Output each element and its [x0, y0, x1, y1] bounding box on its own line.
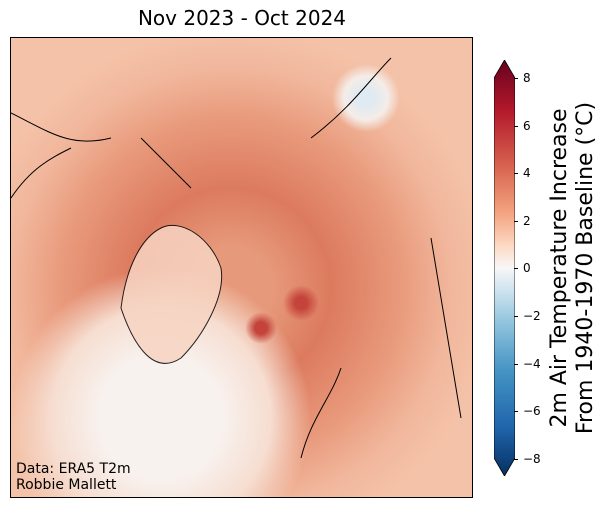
colorbar-tick: −2: [514, 309, 541, 323]
coastlines: [11, 57, 462, 459]
colorbar-tick: 4: [514, 166, 531, 181]
colorbar-tick: −8: [514, 451, 541, 466]
colorbar-label-line2: From 1940-1970 Baseline (°C): [573, 101, 598, 435]
colorbar-gradient: [494, 60, 515, 476]
colorbar-label-line1: 2m Air Temperature Increase: [547, 108, 572, 428]
arctic-temperature-anomaly-map: Data: ERA5 T2m Robbie Mallett: [10, 37, 473, 498]
credit-source: Data: ERA5 T2m: [16, 461, 131, 477]
credit-author: Robbie Mallett: [16, 477, 117, 493]
colorbar-tick-label: −4: [523, 356, 541, 371]
colorbar-tick-label: 8: [523, 71, 531, 85]
colorbar-tick: 2: [514, 213, 531, 228]
colorbar-tick-label: −2: [523, 309, 541, 323]
colorbar-tick: −4: [514, 356, 541, 371]
colorbar-tick-label: 4: [523, 166, 531, 181]
colorbar-tick-label: −6: [523, 404, 541, 419]
colorbar-tick: −6: [514, 404, 541, 419]
colorbar-tick: 0: [514, 261, 531, 276]
colorbar-tick-label: −8: [523, 451, 541, 466]
colorbar: [494, 60, 515, 476]
data-credit: Data: ERA5 T2m Robbie Mallett: [16, 461, 131, 493]
colorbar-label: 2m Air Temperature Increase From 1940-19…: [547, 102, 599, 434]
map-title: Nov 2023 - Oct 2024: [137, 6, 347, 30]
colorbar-tick-label: 2: [523, 213, 531, 228]
colorbar-tick-label: 6: [523, 118, 531, 133]
colorbar-tick-label: 0: [523, 261, 531, 276]
colorbar-tick: 8: [514, 71, 531, 85]
colorbar-tick: 6: [514, 118, 531, 133]
